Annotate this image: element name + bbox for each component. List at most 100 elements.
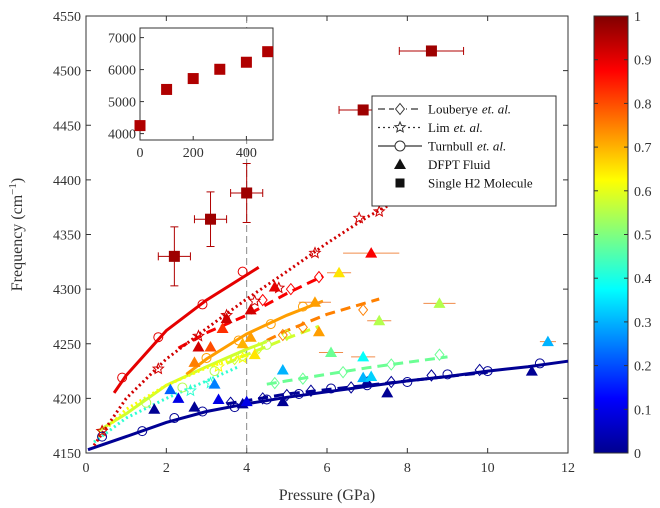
- louberye-data-point: [281, 328, 292, 342]
- x-tick-label: 12: [561, 461, 575, 476]
- colorbar: 0 0.1 0.2 0.3 0.4 0.5 0.6 0.7 0.8 0.9 1: [593, 10, 652, 462]
- dfpt-fluid-point: [244, 331, 257, 342]
- legend-entry-text: Louberye et. al.: [428, 102, 511, 117]
- y-tick-label: 4350: [53, 229, 81, 244]
- dfpt-fluid-point: [325, 346, 338, 357]
- legend-star-marker: [393, 120, 407, 133]
- turnbull-data-point: [442, 369, 453, 380]
- inset-y-tick-label: 4000: [108, 128, 136, 143]
- turnbull-data-point: [534, 358, 545, 369]
- y-tick-label: 4200: [53, 392, 81, 407]
- legend-entry-etal: et. al.: [482, 102, 511, 117]
- dfpt-fluid-point: [208, 378, 221, 389]
- inset-data-point: [240, 56, 252, 68]
- turnbull-data-point: [153, 332, 164, 343]
- legend-entry-label: Turnbull: [428, 139, 473, 154]
- colorbar-strip: [593, 15, 629, 454]
- dfpt-fluid-point: [188, 356, 201, 367]
- turnbull-data-point: [97, 431, 108, 442]
- dfpt-fluid-point: [365, 370, 378, 382]
- turnbull-data-point: [117, 372, 128, 383]
- y-axis-label: Frequency (cm−1): [7, 178, 26, 291]
- h2-molecule-point: [357, 104, 369, 116]
- lim-data-point: [183, 383, 197, 397]
- louberye-data-point: [277, 328, 288, 342]
- dfpt-fluid-point: [365, 247, 378, 258]
- turnbull-data-point: [261, 339, 272, 350]
- dfpt-fluid-point: [244, 303, 257, 315]
- colorbar-tick-label: 0.2: [634, 360, 652, 375]
- dfpt-fluid-point: [525, 365, 538, 376]
- turnbull-series-line: [112, 266, 260, 394]
- legend-entry-etal: et. al.: [477, 139, 506, 154]
- turnbull-series-line: [87, 359, 569, 452]
- inset-data-point: [214, 63, 226, 75]
- legend-entry-etal: et. al.: [454, 120, 483, 135]
- dfpt-fluid-point: [220, 312, 233, 324]
- inset-x-tick-label: 0: [137, 146, 144, 161]
- turnbull-series-line: [97, 340, 268, 433]
- lim-data-point: [248, 294, 262, 307]
- inset-frame: [139, 27, 274, 141]
- louberye-data-point: [474, 363, 485, 377]
- turnbull-data-point: [261, 394, 272, 405]
- inset-data-point: [161, 83, 173, 95]
- dfpt-fluid-point: [308, 296, 321, 307]
- turnbull-series-line: [185, 299, 324, 376]
- dfpt-fluid-point: [433, 297, 446, 308]
- louberye-data-point: [257, 293, 268, 307]
- dfpt-fluid-point: [164, 383, 177, 395]
- x-tick-label: 8: [404, 461, 411, 476]
- legend-diamond-marker: [394, 102, 406, 116]
- h2-molecule-point: [168, 250, 180, 262]
- louberye-data-point: [281, 388, 292, 402]
- louberye-data-point: [297, 372, 308, 386]
- x-axis-label: Pressure (GPa): [279, 487, 375, 504]
- louberye-data-point: [225, 396, 236, 410]
- colorbar-tick-label: 0.6: [634, 185, 652, 200]
- turnbull-data-point: [177, 382, 188, 393]
- legend-triangle-marker: [394, 158, 406, 169]
- louberye-data-point: [253, 341, 264, 355]
- turnbull-data-point: [197, 299, 208, 310]
- dfpt-fluid-point: [333, 266, 346, 278]
- dfpt-fluid-point: [192, 341, 205, 352]
- turnbull-data-point: [201, 352, 212, 363]
- inset-y-tick-label: 7000: [108, 32, 136, 47]
- turnbull-data-point: [137, 426, 148, 437]
- turnbull-data-point: [237, 266, 248, 277]
- lim-data-point: [191, 329, 205, 342]
- x-tick-label: 10: [481, 461, 495, 476]
- y-axis-label-text: Frequency (cm: [9, 194, 26, 291]
- inset-data-point: [187, 73, 199, 85]
- colorbar-tick-label: 1: [634, 10, 641, 25]
- legend-marker-bg: [394, 121, 406, 134]
- dfpt-fluid-point: [188, 401, 201, 412]
- turnbull-data-point: [293, 389, 304, 400]
- louberye-data-point: [386, 358, 397, 371]
- legend-entry-label: Lim: [428, 120, 450, 135]
- y-tick-label: 4150: [53, 447, 81, 462]
- colorbar-tick-label: 0.5: [634, 229, 652, 244]
- dfpt-fluid-point: [373, 314, 386, 326]
- legend-entry-label: Louberye: [428, 102, 478, 117]
- y-tick-label: 4300: [53, 283, 81, 298]
- colorbar-tick-label: 0: [634, 447, 641, 462]
- inset-data-point: [134, 120, 146, 132]
- legend-entry-text: Lim et. al.: [428, 120, 483, 135]
- h2-molecule-point: [205, 213, 217, 225]
- turnbull-data-point: [326, 383, 337, 394]
- louberye-series-line: [177, 274, 324, 350]
- x-tick-label: 6: [324, 461, 331, 476]
- legend-entry-text: DFPT Fluid: [428, 157, 491, 172]
- x-tick-label: 0: [83, 461, 90, 476]
- legend-entry-text: Single H2 Molecule: [428, 176, 533, 191]
- colorbar-tick-label: 0.1: [634, 403, 652, 418]
- inset-x-tick-label: 200: [183, 146, 204, 161]
- louberye-data-point: [426, 369, 437, 382]
- inset-y-tick-label: 6000: [108, 64, 136, 79]
- legend-marker-bg: [394, 103, 406, 115]
- louberye-data-point: [386, 375, 397, 389]
- inset-x-tick-label: 400: [236, 146, 257, 161]
